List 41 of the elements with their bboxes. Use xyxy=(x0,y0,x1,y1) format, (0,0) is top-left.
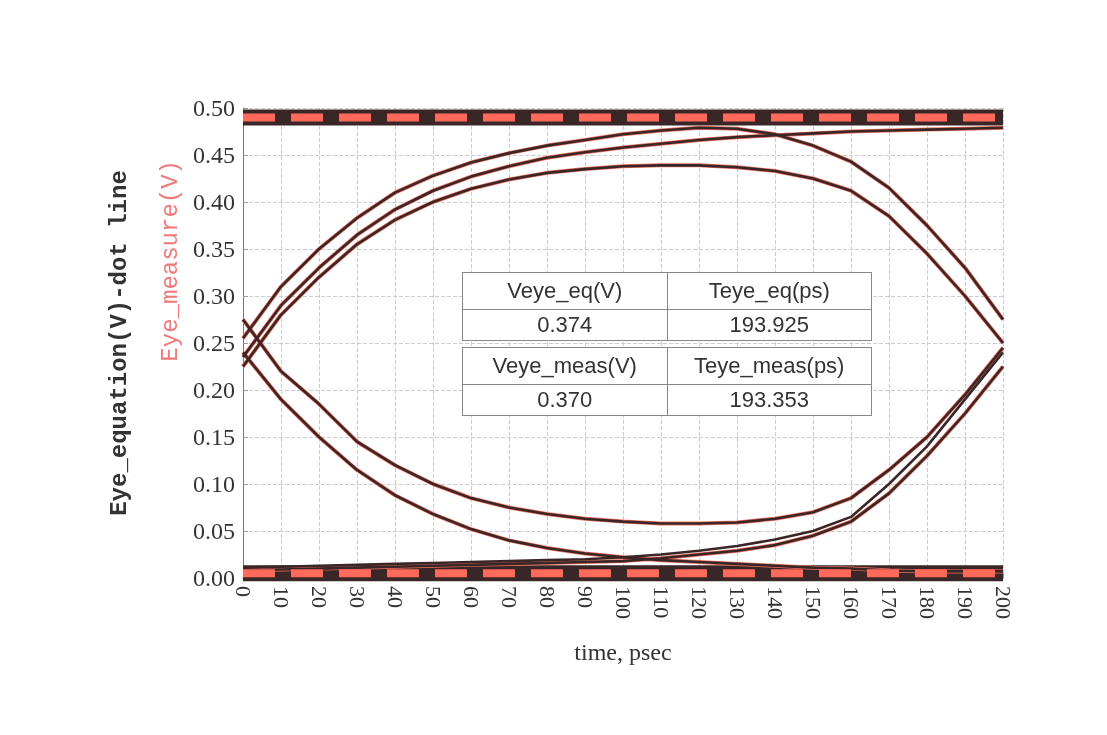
y-tick-label: 0.05 xyxy=(193,518,235,544)
x-tick-label: 160 xyxy=(838,586,864,619)
annotation: Veye_eq(V) xyxy=(463,273,667,309)
x-tick-label: 180 xyxy=(914,586,940,619)
x-tick-label: 40 xyxy=(382,586,408,608)
x-tick-label: 100 xyxy=(610,586,636,619)
x-tick-label: 10 xyxy=(268,586,294,608)
annotation: 193.353 xyxy=(667,385,871,415)
x-tick-label: 60 xyxy=(458,586,484,608)
x-tick-label: 140 xyxy=(762,586,788,619)
x-tick-label: 130 xyxy=(724,586,750,619)
x-tick-label: 90 xyxy=(572,586,598,608)
annotation: 0.370 xyxy=(463,385,667,415)
x-axis-title: time, psec xyxy=(574,639,672,665)
y-tick-label: 0.35 xyxy=(193,236,235,262)
annotation: Teye_meas(ps) xyxy=(667,348,871,384)
annotation: 0.374 xyxy=(463,310,667,340)
annotation: 193.925 xyxy=(667,310,871,340)
y-tick-label: 0.20 xyxy=(193,377,235,403)
x-tick-label: 110 xyxy=(648,586,674,619)
x-tick-label: 200 xyxy=(990,586,1016,619)
x-tick-label: 30 xyxy=(344,586,370,608)
x-tick-label: 20 xyxy=(306,586,332,608)
x-tick-label: 190 xyxy=(952,586,978,619)
x-tick-label: 170 xyxy=(876,586,902,619)
x-tick-label: 50 xyxy=(420,586,446,608)
x-tick-label: 150 xyxy=(800,586,826,619)
y-tick-label: 0.40 xyxy=(193,189,235,215)
x-tick-label: 70 xyxy=(496,586,522,608)
y-tick-label: 0.25 xyxy=(193,330,235,356)
y-tick-label: 0.30 xyxy=(193,283,235,309)
x-tick-label: 120 xyxy=(686,586,712,619)
y-tick-label: 0.50 xyxy=(193,95,235,121)
x-tick-label: 80 xyxy=(534,586,560,608)
annotation: Teye_eq(ps) xyxy=(667,273,871,309)
y-tick-label: 0.45 xyxy=(193,142,235,168)
y-tick-label: 0.15 xyxy=(193,424,235,450)
text: Eye_measure(V) xyxy=(156,159,184,362)
y-tick-label: 0.10 xyxy=(193,471,235,497)
annotation: Veye_meas(V) xyxy=(463,348,667,384)
y-axis-title: Eye_equation(V)-dot line xyxy=(105,170,133,516)
